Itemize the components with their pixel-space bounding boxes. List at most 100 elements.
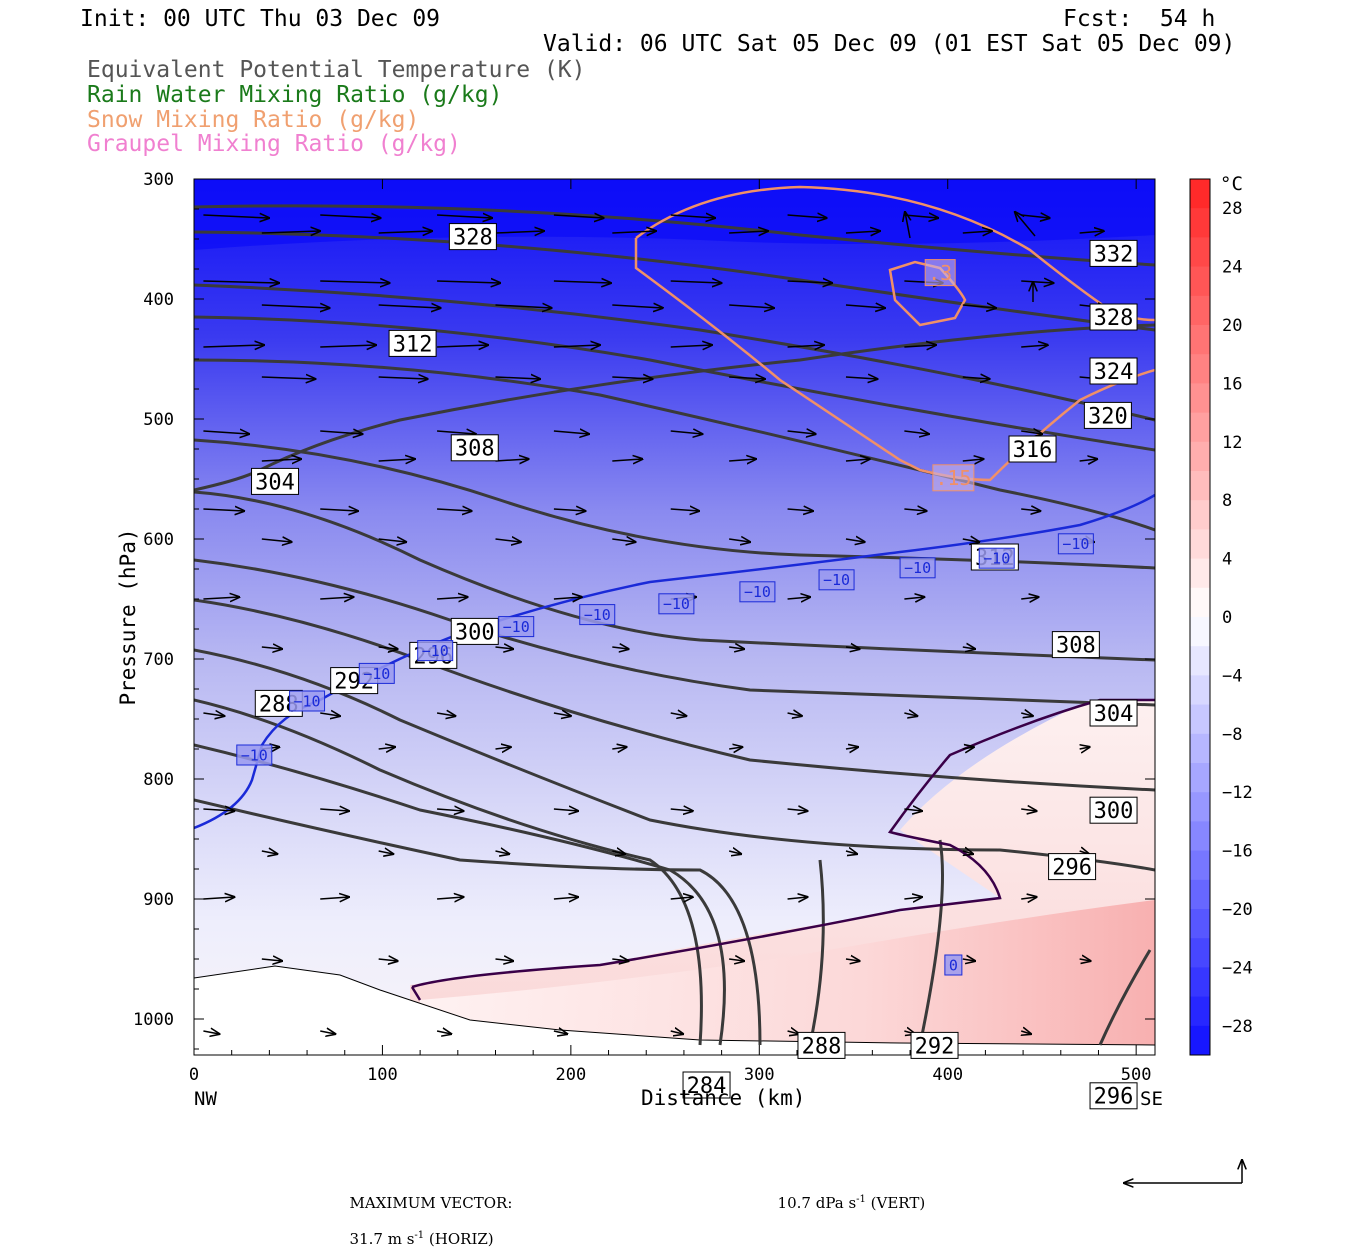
colorbar-cell [1190, 266, 1210, 297]
colorbar-tick-label: −16 [1222, 842, 1253, 862]
isotherm-label-text: −10 [584, 606, 611, 624]
wind-vector [787, 509, 813, 511]
x-tick-label: 0 [189, 1065, 199, 1085]
wind-vector [787, 215, 827, 218]
wind-vector [729, 647, 744, 649]
wind-vector [320, 345, 376, 347]
wind-vector [320, 281, 389, 283]
x-axis-title: Distance (km) [641, 1086, 805, 1110]
wind-vector [203, 809, 234, 811]
colorbar-cell [1190, 500, 1210, 530]
colorbar-cell [1190, 471, 1210, 501]
wind-vector [904, 897, 922, 899]
colorbar-tick-label: 24 [1222, 258, 1242, 278]
theta-e-label: 284 [682, 1071, 731, 1099]
colorbar-cell [1190, 792, 1210, 822]
wind-vector [962, 747, 974, 749]
isotherm-label-text: −10 [744, 583, 771, 601]
snow-label-text: .15 [935, 466, 971, 490]
wind-vector [845, 459, 870, 461]
theta-e-label: 296 [1089, 1082, 1138, 1110]
wind-vector [1080, 747, 1090, 749]
wind-vector [320, 509, 358, 511]
wind-vector [845, 851, 857, 854]
wind-vector [495, 851, 509, 854]
wind-vector [787, 281, 833, 283]
isotherm-label-box [658, 593, 695, 615]
isotherm-label: −10 [739, 581, 776, 603]
wind-vector [378, 539, 407, 542]
wind-vector [670, 809, 693, 811]
theta-e-label-box [1008, 435, 1057, 463]
theta-e-label: 320 [1083, 401, 1132, 429]
wind-vector [845, 959, 860, 961]
colorbar-cell [1190, 967, 1210, 998]
wind-vector [437, 281, 500, 283]
wind-vector [320, 597, 353, 599]
wind-vector [729, 959, 744, 961]
theta-e-label-box [910, 1031, 959, 1059]
wind-vector [378, 377, 428, 379]
isotherm-label-box [818, 569, 855, 591]
colorbar-tick-label: −24 [1222, 958, 1253, 978]
wind-vector [612, 459, 642, 461]
colorbar-cell [1190, 617, 1210, 647]
wind-vector [203, 713, 224, 716]
wind-vector [670, 215, 715, 218]
x-tick-label: 400 [932, 1065, 963, 1085]
max-vector-label: MAXIMUM VECTOR: [349, 1194, 513, 1212]
theta-e-label-box [1083, 401, 1132, 429]
wind-vector [203, 345, 264, 347]
theta-e-label-text: 312 [393, 332, 433, 357]
wind-vector [670, 431, 703, 434]
reference-vector-icon [1124, 1160, 1242, 1183]
theta-e-label: 300 [1089, 796, 1138, 824]
theta-e-label-text: 300 [455, 620, 495, 645]
wind-vector [495, 539, 520, 542]
wind-vector [378, 305, 441, 308]
wind-vector [729, 747, 742, 749]
wind-vector [787, 597, 811, 599]
wind-vector [962, 851, 973, 854]
isotherm-label-box [1057, 533, 1094, 555]
colorbar-tick-label: 0 [1222, 608, 1232, 628]
isotherm-label-text: −10 [1062, 535, 1089, 553]
wind-vector [203, 897, 234, 899]
wind-vector [495, 747, 510, 749]
wind-vector [261, 851, 277, 854]
isotherm-label: −10 [579, 604, 616, 626]
wind-vector [261, 305, 330, 308]
wind-vector [203, 1031, 219, 1034]
wind-vector [787, 345, 824, 347]
colorbar-cell [1190, 733, 1210, 764]
horiz-tag: (HORIZ) [424, 1230, 494, 1248]
wind-vector [203, 597, 239, 599]
cross-section-chart: 0 100 200 300 400 500300400500600700800900100… [116, 170, 1253, 1200]
colorbar-cell [1190, 763, 1210, 793]
colorbar-cell [1190, 208, 1210, 238]
theta-e-label-text: 328 [453, 226, 493, 251]
wind-vector [437, 897, 463, 899]
theta-e-label-text: 300 [1094, 799, 1134, 824]
theta-e-label: 304 [1089, 699, 1138, 727]
wind-vector [1021, 509, 1040, 511]
theta-e-label-text: 316 [1013, 438, 1053, 463]
wind-vector [553, 597, 582, 599]
plot-frame [193, 178, 1156, 1056]
isotherm-label: −10 [358, 662, 395, 684]
theta-e-label-text: 308 [1056, 634, 1096, 659]
wind-vector [437, 509, 472, 511]
wind-vector [962, 231, 992, 233]
colorbar-tick-label: −20 [1222, 900, 1253, 920]
colorbar-cell [1190, 383, 1210, 414]
wind-vector [612, 377, 652, 379]
wind-vector [904, 345, 935, 347]
wind-vector [962, 959, 975, 961]
wind-vector [261, 231, 320, 233]
wind-vector [670, 713, 687, 716]
colorbar-tick-label: 20 [1222, 316, 1242, 336]
vert-tag: (VERT) [865, 1194, 926, 1212]
wind-vector [1015, 212, 1036, 237]
theta-e-label-text: 328 [1094, 306, 1134, 331]
wind-vector [612, 851, 625, 854]
